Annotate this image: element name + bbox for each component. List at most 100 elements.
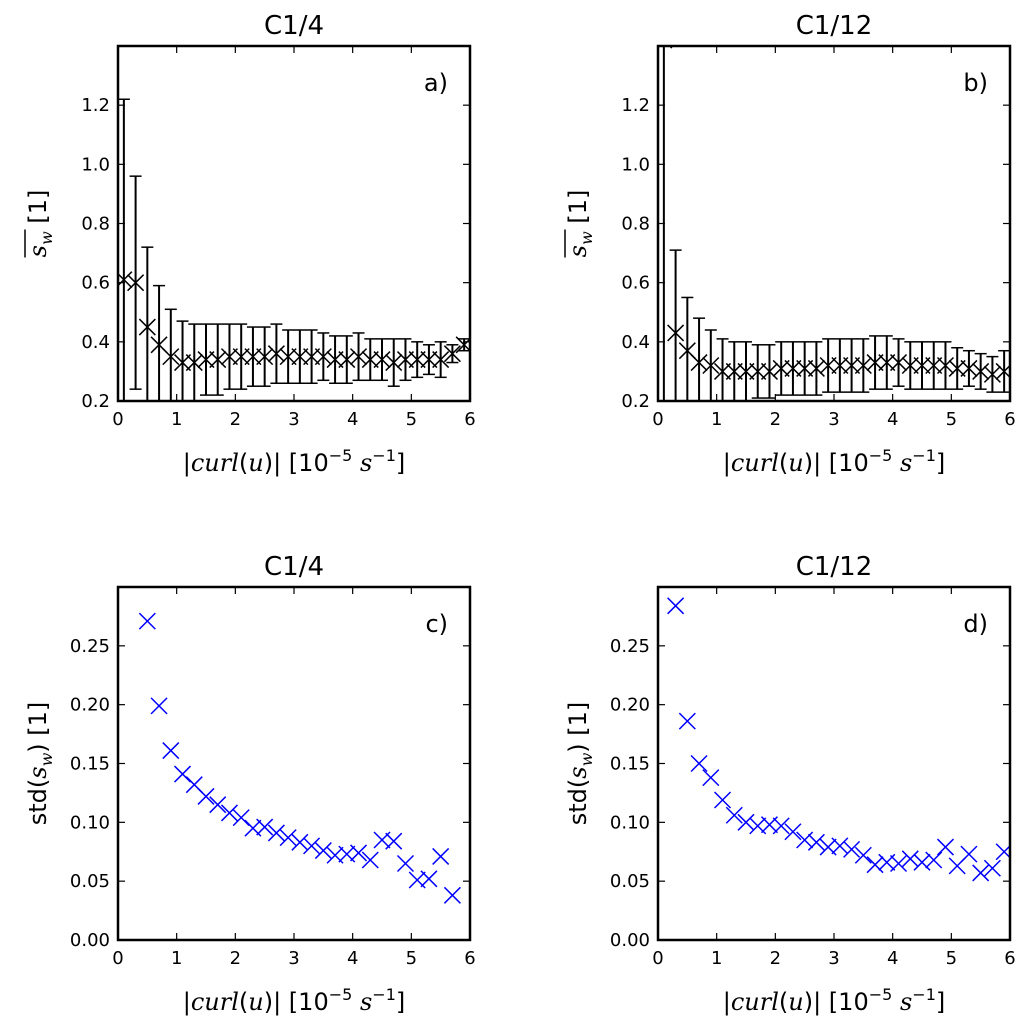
data-point-marker [443, 345, 461, 363]
data-point-marker [831, 837, 849, 855]
data-point-marker [232, 809, 250, 827]
data-point-marker [925, 356, 943, 375]
data-point-marker [714, 362, 732, 380]
data-point-marker [690, 754, 708, 773]
y-tick-label: 0.00 [70, 930, 110, 951]
error-bar [662, 46, 665, 401]
x-tick-label: 4 [347, 409, 358, 430]
data-point-marker [678, 712, 696, 730]
x-tick-label: 5 [406, 409, 417, 430]
data-point-marker [854, 356, 872, 375]
data-point-marker [279, 829, 297, 847]
data-point-marker [267, 345, 285, 363]
data-point-marker [948, 359, 966, 377]
x-tick-label: 1 [711, 409, 722, 430]
data-point-marker [232, 348, 250, 366]
plot-frame [116, 585, 472, 942]
data-point-marker [960, 359, 978, 377]
chart-title: C1/4 [264, 552, 324, 582]
y-tick-label: 0.2 [621, 391, 650, 412]
data-point-marker [714, 791, 732, 809]
data-point-marker [361, 851, 379, 869]
data-point-marker [702, 769, 720, 787]
data-point-marker [174, 765, 192, 783]
data-point-marker [854, 846, 872, 864]
data-point-marker [843, 356, 861, 375]
data-point-marker [361, 351, 379, 369]
y-tick-label: 1.0 [81, 154, 110, 175]
panel-label: a) [424, 69, 448, 97]
x-tick-label: 6 [1004, 409, 1015, 430]
x-tick-label: 1 [171, 409, 182, 430]
y-tick-label: 0.2 [81, 391, 110, 412]
data-point-marker [303, 348, 321, 366]
y-axis-label: sw [1] [24, 190, 56, 258]
data-point-marker [314, 842, 332, 860]
y-tick-label: 0.6 [81, 273, 110, 294]
y-tick-label: 0.8 [81, 214, 110, 235]
data-point-marker [983, 859, 1001, 877]
data-point-marker [220, 348, 238, 366]
data-point-marker [784, 359, 802, 377]
data-point-marker [796, 831, 814, 849]
y-tick-label: 0.20 [610, 695, 650, 716]
x-tick-label: 2 [770, 409, 781, 430]
x-tick-label: 0 [112, 409, 123, 430]
data-point-marker [291, 833, 309, 851]
data-point-marker [209, 796, 227, 814]
data-point-marker [890, 854, 908, 873]
data-point-marker [807, 359, 825, 377]
y-tick-label: 0.4 [621, 332, 650, 353]
data-point-marker [866, 354, 884, 372]
x-tick-label: 4 [887, 409, 898, 430]
data-point-marker [443, 886, 461, 904]
x-tick-label: 4 [347, 948, 358, 969]
data-point-marker [796, 359, 814, 377]
y-axis-label: std(sw) [1] [564, 702, 596, 826]
data-point-marker [901, 356, 919, 375]
x-tick-label: 1 [711, 948, 722, 969]
x-tick-label: 6 [1004, 948, 1015, 969]
data-point-marker [913, 853, 931, 871]
x-axis-label: |curl(u)| [10−5 s−1] [183, 985, 406, 1016]
data-point-marker [127, 274, 145, 292]
data-point-marker [314, 348, 332, 366]
x-tick-label: 3 [828, 409, 839, 430]
y-tick-label: 0.05 [610, 871, 650, 892]
data-point-marker [925, 851, 943, 869]
y-tick-label: 0.20 [70, 695, 110, 716]
plot-frame [656, 585, 1012, 942]
data-point-marker [725, 362, 743, 380]
x-tick-label: 3 [288, 948, 299, 969]
y-tick-label: 1.2 [81, 95, 110, 116]
y-tick-label: 0.25 [610, 636, 650, 657]
x-tick-label: 2 [230, 409, 241, 430]
y-tick-label: 0.00 [610, 930, 650, 951]
data-point-marker [972, 864, 990, 882]
data-point-marker [843, 840, 861, 858]
data-point-marker [197, 787, 215, 805]
data-point-marker [690, 354, 708, 372]
data-point-marker [737, 362, 755, 380]
data-point-marker [913, 356, 931, 375]
data-point-marker [667, 597, 685, 615]
data-series [118, 98, 470, 401]
chart-panel-3: C1/4 c) 0 1 2 3 4 5 6 0.00 0.05 0.10 0.15 0.20 0.25 |cu… [24, 552, 476, 1016]
x-axis-label: |curl(u)| [10−5 s−1] [723, 446, 946, 477]
y-tick-label: 1.0 [621, 154, 650, 175]
x-tick-label: 5 [406, 948, 417, 969]
data-point-marker [784, 823, 802, 841]
x-tick-label: 0 [652, 409, 663, 430]
data-point-marker [209, 351, 227, 369]
y-tick-label: 0.10 [70, 812, 110, 833]
y-tick-label: 0.10 [610, 812, 650, 833]
data-point-marker [197, 351, 215, 369]
y-axis-label: sw [1] [564, 190, 596, 258]
data-point-marker [901, 850, 919, 868]
data-point-marker [667, 324, 685, 342]
data-point-marker [279, 348, 297, 366]
data-point-marker [303, 837, 321, 855]
data-point-marker [960, 845, 978, 863]
data-point-marker [256, 818, 274, 836]
